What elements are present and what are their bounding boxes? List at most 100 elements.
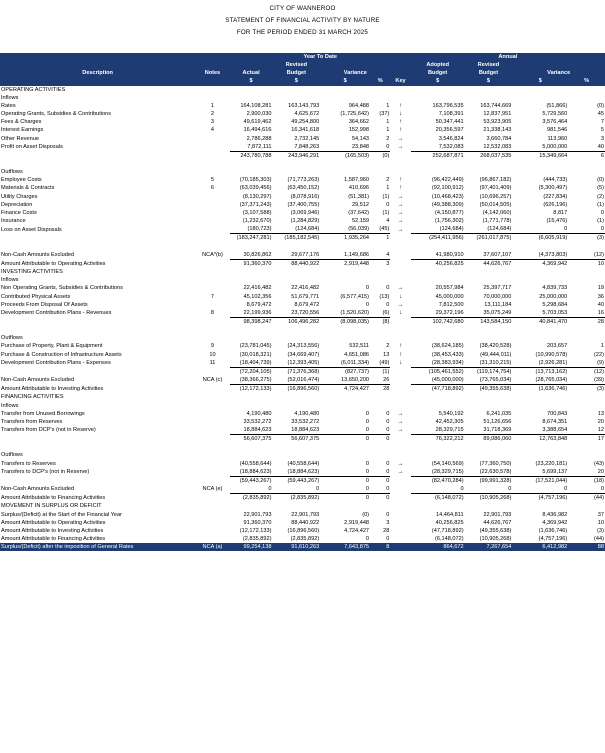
row-variance-dollar: 2,919,448 bbox=[344, 519, 370, 526]
row-revised-budget: 23,720,556 bbox=[291, 309, 320, 316]
row-annual-variance-percent: (3) bbox=[597, 527, 604, 534]
row-annual-variance-percent: (12) bbox=[594, 251, 604, 258]
row-description bbox=[0, 367, 195, 376]
row-variance-percent: (8) bbox=[370, 316, 391, 327]
revised-budget-header: Budget bbox=[272, 69, 321, 78]
row-adopted-budget: 40,256,825 bbox=[435, 519, 464, 526]
row-description bbox=[0, 435, 195, 444]
revised-budget-header-top: Revised bbox=[272, 61, 321, 70]
org-name: CITY OF WANNEROO bbox=[269, 5, 336, 12]
row-description: Transfer from Unused Borrowings bbox=[1, 410, 85, 417]
unit-dollar: $ bbox=[229, 77, 273, 86]
row-description bbox=[0, 234, 195, 243]
row-annual-variance-dollar: 203,657 bbox=[547, 343, 568, 350]
row-revised-budget: 91,610,263 bbox=[272, 543, 321, 552]
row-description: Profit on Asset Disposals bbox=[1, 143, 63, 150]
row-key-arrow bbox=[390, 476, 410, 485]
row-description: Loss on Asset Disposals bbox=[1, 226, 62, 233]
row-annual-variance-percent: 45 bbox=[597, 111, 604, 118]
row-variance-percent: (1) bbox=[382, 209, 390, 216]
table-row: Non-Cash Amounts Excluded NCA (c) (38,366,… bbox=[0, 376, 605, 385]
row-key-arrow: → bbox=[397, 285, 404, 292]
row-adopted-budget: 29,372,196 bbox=[435, 309, 464, 316]
row-adopted-budget: (47,718,892) bbox=[431, 527, 464, 534]
row-description bbox=[0, 151, 195, 160]
row-adopted-budget: (38,453,433) bbox=[431, 351, 464, 358]
row-variance-percent: 0 bbox=[386, 201, 390, 208]
row-actual: 91,360,370 bbox=[243, 519, 272, 526]
row-variance-dollar: 2,919,448 bbox=[320, 258, 371, 269]
row-key-arrow: ↑ bbox=[399, 119, 403, 126]
table-row: Development Contribution Plans - Expense… bbox=[0, 359, 605, 368]
row-variance-percent: 3 bbox=[386, 519, 390, 526]
row-variance-dollar: 0 bbox=[365, 536, 370, 542]
row-note bbox=[195, 209, 230, 217]
row-key-arrow: ↓ bbox=[399, 111, 403, 118]
row-annual-variance-dollar: 4,369,942 bbox=[512, 258, 569, 269]
row-annual-revised-budget: 268,037,535 bbox=[464, 150, 513, 161]
row-description: Depreciation bbox=[1, 201, 33, 208]
row-annual-variance-dollar: 0 bbox=[564, 226, 568, 233]
variance2-header: Variance bbox=[512, 69, 605, 78]
row-description: Utility Charges bbox=[1, 193, 38, 200]
row-note bbox=[195, 225, 230, 234]
section-heading: FINANCING ACTIVITIES bbox=[0, 393, 605, 401]
row-annual-variance-dollar: 5,298,684 bbox=[542, 301, 568, 308]
row-variance-percent: 0 bbox=[386, 426, 390, 433]
row-key-arrow: ↑ bbox=[399, 102, 403, 109]
row-annual-variance-dollar: (13,713,162) bbox=[512, 366, 569, 377]
row-revised-budget: 8,679,472 bbox=[294, 301, 320, 308]
table-row: Development Contribution Plans - Revenue… bbox=[0, 309, 605, 318]
row-actual: 49,619,462 bbox=[243, 119, 272, 126]
row-annual-variance-percent: 3 bbox=[600, 135, 604, 142]
row-variance-dollar: 0 bbox=[320, 493, 371, 503]
row-annual-revised-budget: 13,111,184 bbox=[484, 301, 512, 308]
row-key-arrow bbox=[390, 151, 410, 160]
row-key-arrow: → bbox=[397, 201, 404, 208]
row-variance-percent: 28 bbox=[383, 527, 390, 534]
row-annual-revised-budget: (96,867,182) bbox=[479, 177, 512, 184]
row-annual-variance-percent: 12 bbox=[597, 426, 604, 433]
row-variance-percent: 1 bbox=[386, 127, 390, 134]
table-row: Non-Cash Amounts Excluded NCA*(b) 30,826,8… bbox=[0, 251, 605, 260]
row-variance-dollar: (1,520,620) bbox=[340, 309, 370, 316]
row-revised-budget: 7,848,263 bbox=[294, 143, 320, 150]
table-row: Transfers to Reserves (40,558,644) (40,558… bbox=[0, 460, 605, 468]
table-row: Non-Cash Amounts Excluded NCA (e) 0 0 0 0 0 0 0 0 bbox=[0, 485, 605, 494]
row-note: 7 bbox=[210, 293, 215, 300]
row-key-arrow: ↑ bbox=[399, 343, 403, 350]
row-adopted-budget: (45,000,000) bbox=[431, 377, 464, 384]
row-variance-dollar: 0 bbox=[320, 434, 371, 444]
adopted-budget-header-top: Adopted bbox=[410, 61, 465, 70]
row-revised-budget: (63,450,152) bbox=[287, 185, 320, 192]
row-annual-variance-dollar: 5,699,137 bbox=[542, 468, 568, 475]
row-description bbox=[0, 317, 195, 326]
row-revised-budget: 4,625,672 bbox=[294, 111, 320, 118]
row-variance-dollar: 964,488 bbox=[348, 102, 370, 109]
row-variance-dollar: (8,098,035) bbox=[320, 316, 371, 327]
total-row: Amount Attributable to Operating Activit… bbox=[0, 258, 605, 269]
row-description: Non Operating Grants, Subsidies & Contri… bbox=[1, 285, 123, 292]
row-revised-budget: (24,313,556) bbox=[287, 343, 320, 350]
row-annual-revised-budget: 44,626,767 bbox=[464, 258, 513, 269]
row-annual-revised-budget: 0 bbox=[508, 486, 512, 493]
row-variance-dollar: 364,662 bbox=[348, 119, 370, 126]
row-key-arrow: ↑ bbox=[399, 127, 403, 134]
row-adopted-budget: 0 bbox=[460, 486, 464, 493]
table-row: Purchase & Construction of Infrastructur… bbox=[0, 351, 605, 359]
row-adopted-budget: 42,452,305 bbox=[435, 418, 464, 425]
row-description: Transfers to DCP's (not in Reserve) bbox=[1, 469, 90, 475]
row-revised-budget: 16,341,618 bbox=[291, 127, 320, 134]
row-annual-variance-percent: 0 bbox=[600, 486, 604, 493]
row-variance-percent: 2 bbox=[386, 343, 390, 350]
row-revised-budget: (16,896,560) bbox=[287, 527, 320, 534]
row-annual-variance-dollar: (1,636,746) bbox=[512, 384, 569, 394]
row-description: Purchase of Property, Plant & Equipment bbox=[1, 343, 103, 350]
row-variance-dollar: 4,724,427 bbox=[320, 384, 371, 394]
row-actual: 45,102,356 bbox=[243, 293, 272, 300]
row-description: Contributed Physical Assets bbox=[1, 293, 71, 300]
statement-period: FOR THE PERIOD ENDED 31 MARCH 2025 bbox=[236, 29, 369, 36]
row-annual-revised-budget: 51,126,656 bbox=[483, 418, 512, 425]
row-annual-variance-percent: (5) bbox=[597, 185, 604, 192]
row-adopted-budget: 3,546,824 bbox=[438, 135, 464, 142]
